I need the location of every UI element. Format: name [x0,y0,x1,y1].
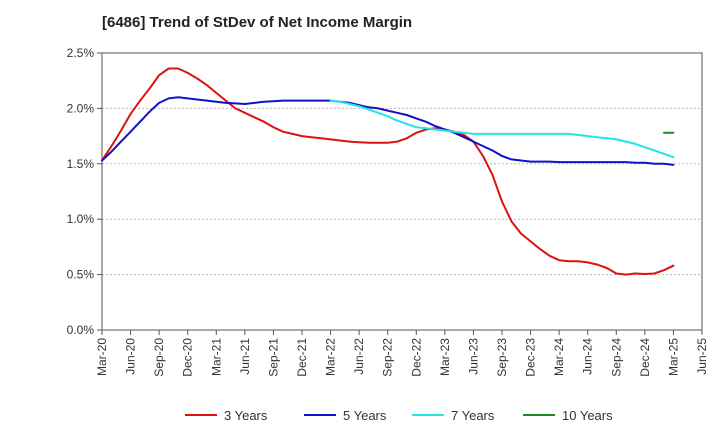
x-tick-label: Mar-24 [552,338,566,376]
x-tick-label: Mar-21 [209,338,223,376]
x-tick-label: Dec-20 [181,338,195,377]
x-tick-label: Mar-20 [95,338,109,376]
y-tick-label: 2.5% [67,46,95,60]
legend-label: 7 Years [451,408,495,423]
x-tick-label: Dec-21 [295,338,309,377]
legend-label: 5 Years [343,408,387,423]
axis-layer: 0.0% 0.5% 1.0% 1.5% 2.0% 2.5% Mar-20 Jun-20 Sep-… [67,46,709,377]
y-tick-label: 2.0% [67,101,95,115]
x-tick-label: Jun-24 [581,338,595,375]
x-tick-label: Mar-22 [324,338,338,376]
x-tick-label: Sep-21 [266,338,280,377]
y-tick-label: 1.0% [67,212,95,226]
x-tick-label: Sep-22 [381,338,395,377]
x-tick-label: Sep-23 [495,338,509,377]
x-tick-label: Jun-25 [695,338,709,375]
plot-frame [101,52,703,331]
x-tick-label: Sep-24 [609,338,623,377]
x-tick-label: Mar-23 [438,338,452,376]
series-line-7-years [329,99,675,159]
x-tick-label: Dec-23 [524,338,538,377]
x-tick-label: Jun-23 [466,338,480,375]
legend-layer: 3 Years 5 Years 7 Years 10 Years [185,408,613,423]
legend-label: 3 Years [224,408,268,423]
x-tick-label: Dec-22 [409,338,423,377]
x-tick-label: Sep-20 [152,338,166,377]
x-tick-label: Jun-21 [238,338,252,375]
grid-layer [102,52,702,276]
legend-label: 10 Years [562,408,613,423]
series-line-3-years [101,67,675,276]
y-tick-label: 0.0% [67,323,95,337]
y-tick-label: 1.5% [67,157,95,171]
x-tick-label: Jun-22 [352,338,366,375]
y-tick-label: 0.5% [67,268,95,282]
x-tick-label: Mar-25 [666,338,680,376]
chart-title: [6486] Trend of StDev of Net Income Marg… [102,14,413,31]
series-layer [101,67,675,276]
x-tick-label: Jun-20 [124,338,138,375]
x-tick-label: Dec-24 [638,338,652,377]
series-line-5-years [101,96,675,166]
